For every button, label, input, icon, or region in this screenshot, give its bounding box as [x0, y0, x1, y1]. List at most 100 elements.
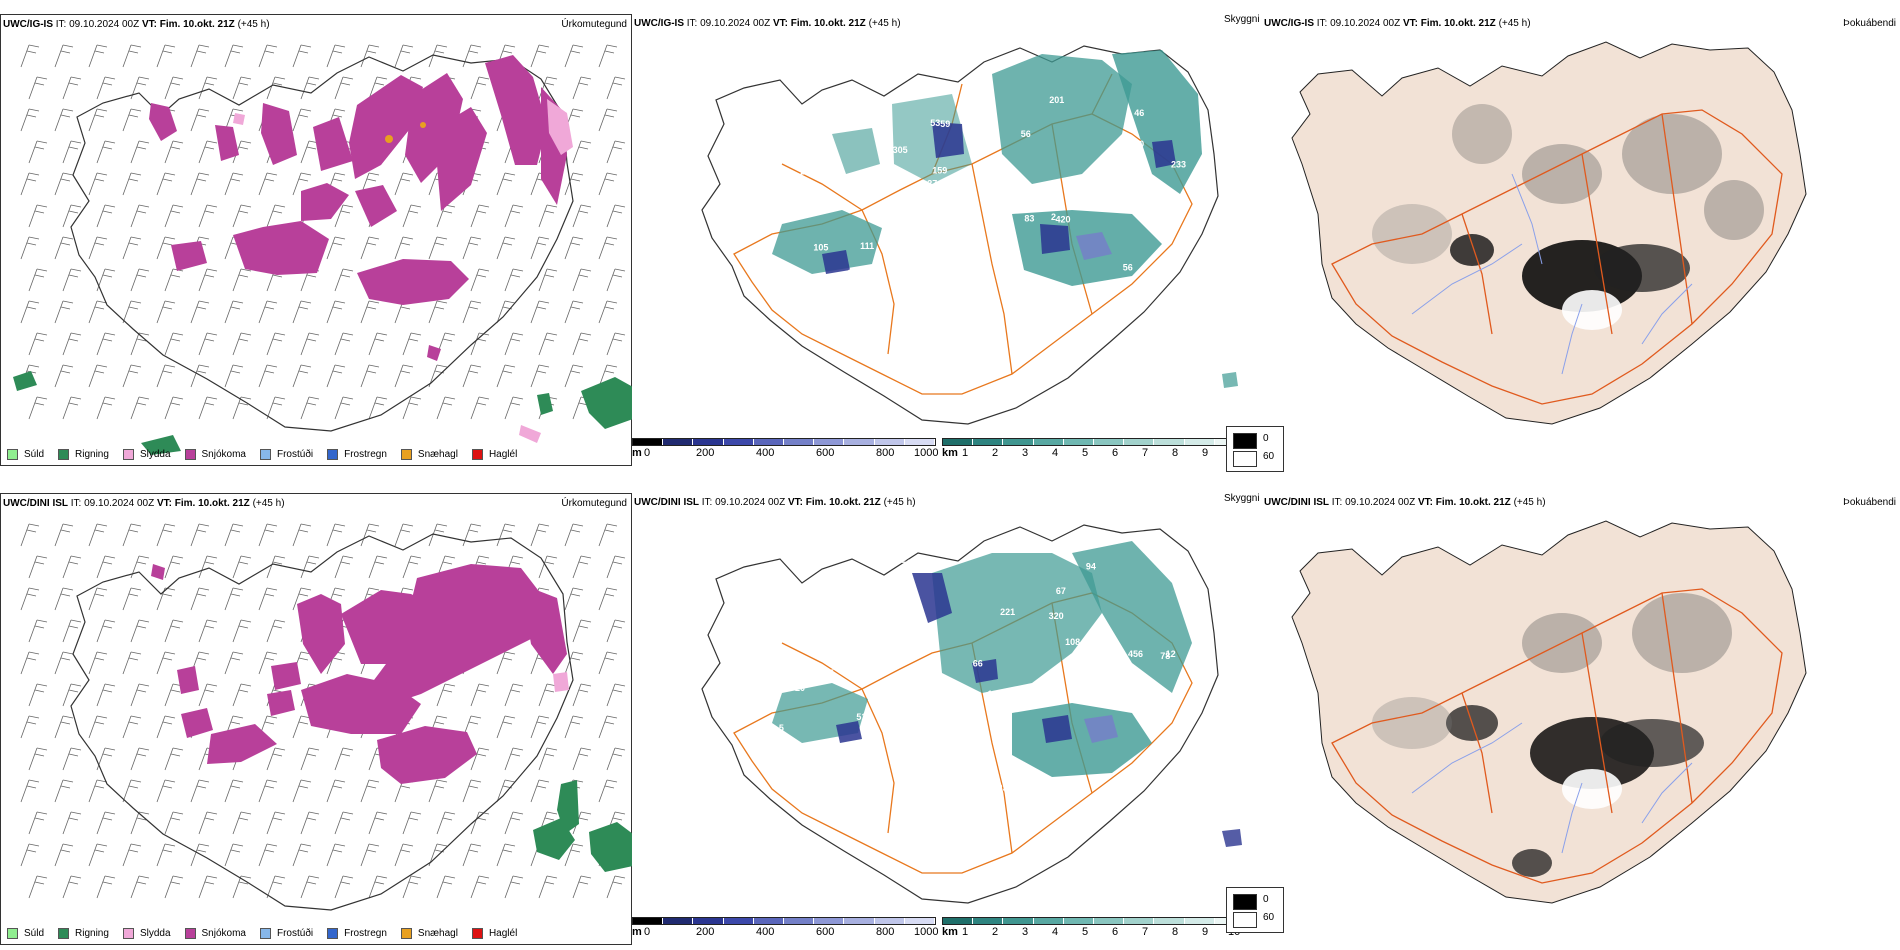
scale-swatch [973, 918, 1004, 924]
wind-barb [428, 44, 448, 68]
precip-header-bottom: UWC/DINI ISL IT: 09.10.2024 00Z VT: Fim.… [3, 498, 285, 509]
wind-barb [122, 236, 142, 260]
wind-barb [54, 364, 74, 388]
wind-barb [292, 779, 312, 803]
wind-barb [130, 811, 150, 835]
wind-barb [54, 108, 74, 132]
cloud-base-label: 297 [800, 167, 815, 177]
wind-barb [96, 396, 116, 420]
legend-item-hail: Haglél [471, 448, 517, 460]
wind-barb [28, 204, 48, 228]
wind-barb [198, 875, 218, 899]
wind-barb [198, 332, 218, 356]
legend-item-drizzle: Súld [7, 448, 44, 460]
scale-swatch [1003, 918, 1034, 924]
wind-barb [436, 683, 456, 707]
wind-barb [504, 747, 524, 771]
wind-barb [96, 204, 116, 228]
cloud-base-label: 86 [1128, 288, 1138, 298]
wind-barb [122, 715, 142, 739]
wind-barb [130, 332, 150, 356]
wind-barb [198, 811, 218, 835]
wind-barb [54, 715, 74, 739]
wind-barb [258, 44, 278, 68]
fog-shading [1372, 104, 1764, 330]
wind-barb [564, 523, 584, 547]
wind-barb [20, 300, 40, 324]
wind-barb [164, 747, 184, 771]
scale-swatch [1063, 439, 1095, 445]
scale-swatch [943, 439, 974, 445]
cloud-base-label: 19 [893, 679, 903, 689]
wind-barb [360, 300, 380, 324]
wind-barb [20, 779, 40, 803]
wind-barb [564, 715, 584, 739]
precip-title-bottom: Úrkomutegund [561, 498, 627, 509]
cloud-base-label: 126 [920, 191, 935, 201]
wind-barb [292, 300, 312, 324]
wind-barb [190, 108, 210, 132]
wind-barb [224, 843, 244, 867]
wind-barb [564, 364, 584, 388]
wind-barb [232, 555, 252, 579]
legend-item-freezing-rain: Frostregn [327, 448, 387, 460]
snow-areas [151, 564, 567, 784]
scale-swatch [1154, 918, 1185, 924]
wind-barb [130, 396, 150, 420]
wind-barb [28, 555, 48, 579]
wind-barb [224, 587, 244, 611]
wind-barb [88, 236, 108, 260]
wind-barb [122, 587, 142, 611]
wind-barb [224, 300, 244, 324]
wind-barb [96, 875, 116, 899]
wind-barb [470, 396, 490, 420]
wind-barb [266, 875, 286, 899]
wind-barb [190, 44, 210, 68]
wind-barb [326, 236, 346, 260]
wind-barb [28, 619, 48, 643]
legend-item-sleet: Slydda [122, 448, 171, 460]
wind-barb [334, 396, 354, 420]
cloud-base-label: 22 [993, 783, 1003, 793]
wind-barb [224, 523, 244, 547]
wind-barb [198, 204, 218, 228]
cloud-base-label: 105 [813, 242, 828, 252]
wind-barb [96, 140, 116, 164]
wind-barb [428, 236, 448, 260]
wind-barb [504, 268, 524, 292]
wind-barb [88, 523, 108, 547]
wind-barb [598, 651, 618, 675]
wind-barb [572, 140, 592, 164]
cloud-base-label: 945 [793, 593, 808, 603]
precip-header-top: UWC/IG-IS IT: 09.10.2024 00Z VT: Fim. 10… [3, 19, 270, 30]
wind-barb [292, 172, 312, 196]
scale-swatch [1184, 918, 1215, 924]
wind-barb [572, 619, 592, 643]
wind-barb [326, 364, 346, 388]
wind-barb [28, 396, 48, 420]
wind-barb [122, 300, 142, 324]
wind-barb [496, 364, 516, 388]
cloud-panel-bottom: UWC/DINI ISL IT: 09.10.2024 00Z VT: Fim.… [632, 493, 1262, 945]
iceland-land [1291, 41, 1807, 425]
wind-barb [122, 523, 142, 547]
wind-barb [496, 715, 516, 739]
precip-map-top [13, 44, 633, 455]
wind-barb [96, 683, 116, 707]
cloud-base-label: 219 [858, 119, 873, 129]
wind-barb [334, 76, 354, 100]
wind-barb [530, 715, 550, 739]
scale-swatch [1124, 439, 1155, 445]
wind-barb [496, 843, 516, 867]
wind-barb [266, 555, 286, 579]
wind-barb [462, 843, 482, 867]
precip-panel-bottom: UWC/DINI ISL IT: 09.10.2024 00Z VT: Fim.… [0, 493, 633, 945]
wind-barb [360, 236, 380, 260]
wind-barb [530, 44, 550, 68]
wind-barb [564, 843, 584, 867]
scale-swatch [663, 439, 694, 445]
wind-barb [62, 875, 82, 899]
wind-barb [462, 523, 482, 547]
